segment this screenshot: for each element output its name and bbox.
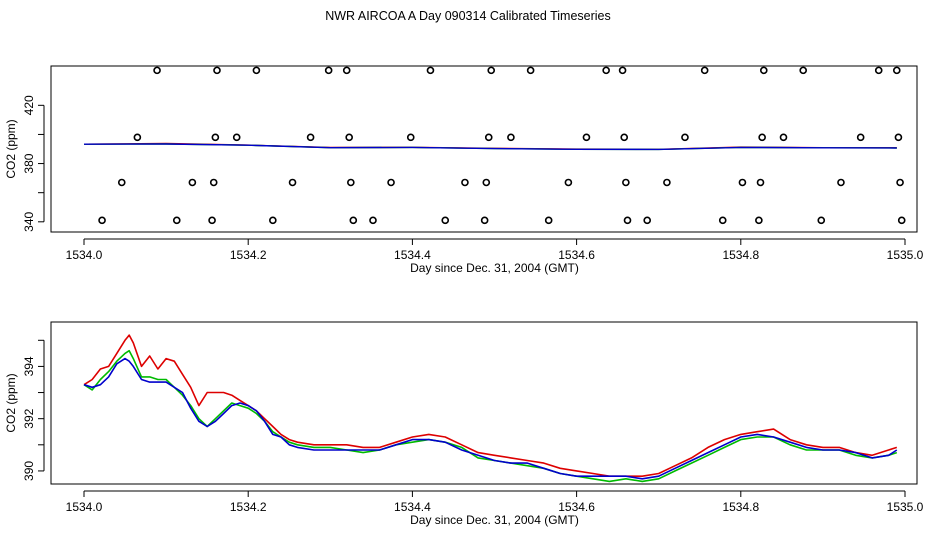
data-point: [894, 133, 903, 142]
data-point: [211, 133, 220, 142]
series-line-1: [83, 334, 898, 478]
data-point: [779, 133, 788, 142]
x-tick-label: 1534.2: [230, 248, 267, 262]
y-tick-label: 392: [22, 408, 36, 428]
y-tick-label: 340: [22, 211, 36, 231]
data-point: [188, 178, 197, 187]
data-point: [856, 133, 865, 142]
data-point: [117, 178, 126, 187]
x-tick-label: 1534.6: [558, 248, 595, 262]
data-point: [622, 178, 630, 187]
x-tick-label: 1535.0: [887, 500, 924, 514]
x-axis-label: Day since Dec. 31, 2004 (GMT): [410, 513, 579, 527]
data-point: [896, 178, 904, 187]
y-tick-label: 394: [22, 356, 36, 376]
data-point: [98, 216, 106, 225]
data-point: [759, 66, 768, 75]
data-point: [544, 216, 553, 225]
data-point: [480, 216, 489, 225]
data-point: [209, 178, 218, 187]
y-axis-label: CO2 (ppm): [4, 119, 18, 178]
data-point: [526, 66, 535, 75]
x-tick-label: 1534.0: [66, 248, 103, 262]
data-point: [208, 216, 216, 225]
data-point: [347, 178, 355, 187]
data-point: [461, 178, 469, 187]
x-tick-label: 1534.2: [230, 500, 267, 514]
data-point: [342, 66, 351, 75]
chart-title: NWR AIRCOA A Day 090314 Calibrated Times…: [325, 9, 611, 23]
data-point: [324, 66, 333, 75]
data-point: [345, 133, 353, 142]
x-tick-label: 1534.6: [558, 500, 595, 514]
data-point: [426, 66, 435, 75]
data-point: [620, 133, 629, 142]
data-point: [153, 66, 161, 75]
data-point: [507, 133, 515, 142]
data-point: [756, 178, 765, 187]
x-tick-label: 1534.0: [66, 500, 103, 514]
data-point: [681, 133, 689, 142]
data-point: [755, 216, 763, 225]
data-point: [718, 216, 727, 225]
data-point: [817, 216, 826, 225]
data-point: [482, 178, 491, 187]
data-point: [758, 133, 766, 142]
data-point: [564, 178, 573, 187]
data-point: [892, 66, 901, 75]
series-line-3: [83, 143, 897, 151]
x-tick-label: 1534.4: [394, 500, 431, 514]
data-point: [306, 133, 315, 142]
data-point: [369, 216, 377, 225]
data-point: [837, 178, 845, 187]
data-point: [213, 66, 221, 75]
data-point: [387, 178, 395, 187]
chart-panel-2: 1534.0 1534.2 1534.4 1534.6 1534.8 1535.0 Day …: [4, 321, 924, 527]
data-point: [232, 133, 241, 142]
data-point: [406, 133, 415, 142]
chart-panel-1: 1534.0 1534.2 1534.4 1534.6 1534.8 1535.0 Day …: [4, 65, 924, 275]
data-point: [623, 216, 632, 225]
y-axis-label: CO2 (ppm): [4, 373, 18, 432]
data-point: [484, 133, 493, 142]
y-tick-label: 390: [22, 461, 36, 481]
series-line-2: [83, 349, 898, 483]
data-point: [487, 66, 496, 75]
data-point: [897, 216, 906, 225]
data-point: [874, 66, 883, 75]
data-point: [700, 66, 709, 75]
plot-frame: [50, 65, 918, 233]
x-tick-label: 1534.8: [722, 500, 759, 514]
data-point: [602, 66, 610, 75]
series-line-3: [83, 357, 898, 480]
data-point: [663, 178, 671, 187]
data-point: [349, 216, 358, 225]
data-point: [288, 178, 297, 187]
data-point: [441, 216, 450, 225]
data-point: [618, 66, 627, 75]
data-point: [252, 66, 261, 75]
data-point: [172, 216, 181, 225]
data-point: [269, 216, 277, 225]
y-tick-label: 380: [22, 153, 36, 173]
x-axis-label: Day since Dec. 31, 2004 (GMT): [410, 261, 579, 275]
y-tick-label: 420: [22, 95, 36, 115]
data-point: [582, 133, 591, 142]
plot-frame: [50, 321, 918, 485]
data-point: [738, 178, 747, 187]
x-tick-label: 1534.8: [722, 248, 759, 262]
data-point: [799, 66, 807, 75]
x-tick-label: 1534.4: [394, 248, 431, 262]
data-point: [133, 133, 142, 142]
data-point: [643, 216, 652, 225]
x-tick-label: 1535.0: [887, 248, 924, 262]
